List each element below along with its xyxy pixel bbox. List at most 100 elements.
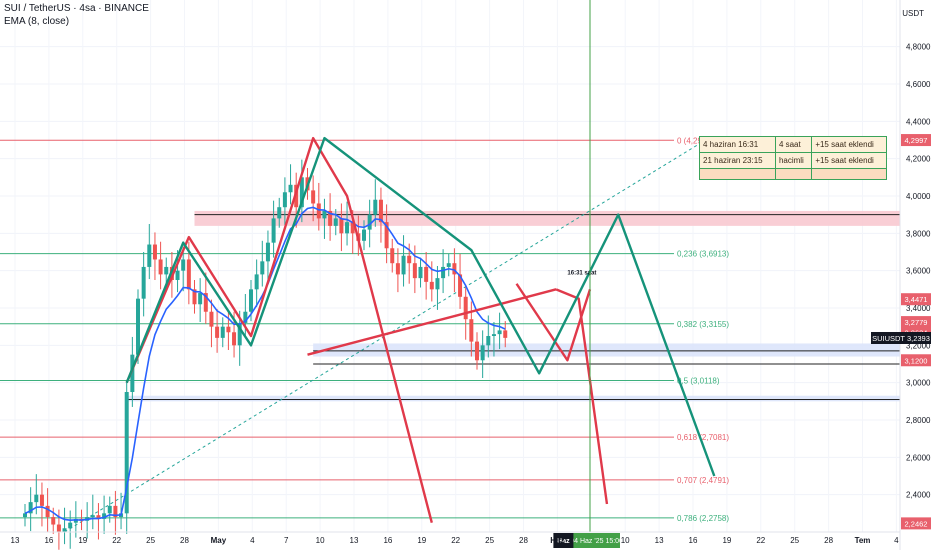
x-tick-label: 10 (316, 536, 325, 545)
price-label-badge (901, 293, 931, 306)
candle-body (102, 513, 107, 519)
last-price-label: SUIUSDT 3,2393 (872, 334, 930, 343)
candle-body (23, 513, 27, 518)
candle-body (339, 218, 344, 234)
candle-body (503, 330, 508, 338)
notes-table: 4 haziran 16:31 4 saat +15 saat eklendi 21 … (699, 136, 887, 180)
pattern-drawings: 16:31 saat (125, 136, 716, 523)
notes-empty-cell (774, 168, 813, 180)
fib-level-label: 0,5 (3,0118) (677, 376, 720, 385)
candle-body (62, 528, 67, 532)
x-tick-label: 4 (250, 536, 255, 545)
x-tick-label: 22 (756, 536, 765, 545)
price-label-badge (901, 517, 931, 530)
time-marker-label: 16:31 saat (567, 270, 596, 276)
candle-body (68, 522, 73, 529)
candle-body (220, 326, 225, 338)
fib-level-label: 0,618 (2,7081) (677, 433, 729, 442)
fib-level-label: 0,707 (2,4791) (677, 476, 729, 485)
y-tick-label: 3,0000 (906, 379, 931, 388)
candle-body (209, 311, 214, 327)
notes-cell-duration: hacimli (774, 152, 813, 169)
candle-body (34, 494, 39, 503)
candle-body (113, 505, 118, 518)
haz-badge (553, 533, 574, 548)
candle-body (265, 242, 270, 262)
price-label: 4,2997 (905, 136, 928, 145)
x-tick-label: 16 (689, 536, 698, 545)
x-tick-label: 4 (894, 536, 899, 545)
candle-body (345, 222, 350, 234)
candle-body (412, 263, 417, 279)
x-tick-label: 19 (417, 536, 426, 545)
x-tick-label: 13 (11, 536, 20, 545)
indicator-label[interactable]: EMA (8, close) (4, 16, 70, 27)
red-pattern-line (307, 288, 557, 356)
candle-body (164, 266, 169, 275)
y-tick-label: 3,6000 (906, 267, 931, 276)
candle-body (192, 289, 197, 305)
notes-empty-row (699, 168, 887, 180)
y-tick-label: 3,8000 (906, 229, 931, 238)
candle-body (486, 336, 491, 346)
haz-badge-label: Haz (557, 538, 570, 545)
candle-body (96, 515, 101, 519)
notes-cell-duration: 4 saat (774, 136, 813, 153)
price-zone (126, 395, 900, 402)
red-pattern-line (125, 136, 433, 523)
price-zones (126, 210, 900, 402)
candle-body (226, 326, 231, 333)
candle-body (441, 266, 446, 279)
candle-body (124, 392, 129, 514)
candle-body (463, 296, 468, 320)
candle-body (39, 494, 44, 506)
candle-body (429, 281, 434, 290)
candle-body (299, 177, 304, 208)
candle-body (407, 255, 412, 264)
x-tick-label: 22 (112, 536, 121, 545)
candle-body (401, 255, 406, 275)
candle-body (141, 266, 146, 299)
x-tick-label: May (211, 536, 227, 545)
y-tick-label: 4,0000 (906, 192, 931, 201)
time-axis: 13 16 19 22 25 28 May 4 7 10 13 16 19 22 25 28 Haz 10 13 16… (0, 531, 900, 545)
candle-body (243, 311, 248, 323)
price-label-badge (901, 134, 931, 147)
last-price-badge (871, 331, 931, 344)
candle-body (203, 293, 208, 312)
grid (0, 0, 900, 532)
notes-empty-cell (699, 168, 776, 180)
price-label: 3,1200 (905, 356, 928, 365)
candle-body (147, 244, 152, 267)
candle-body (311, 190, 316, 204)
price-label-badge (901, 316, 931, 329)
price-zone (194, 210, 900, 226)
price-zone (313, 343, 900, 357)
candle-body (271, 218, 276, 243)
y-tick-label: 2,6000 (906, 453, 931, 462)
candle-body (333, 218, 338, 226)
price-label: 3,4471 (905, 295, 928, 304)
candle-body (350, 222, 355, 234)
candle-body (28, 502, 33, 514)
fib-level-label: 0 (4,2986) (677, 136, 714, 145)
candle-body (452, 263, 457, 275)
candle-body (288, 184, 293, 193)
candle-body (497, 330, 502, 335)
candle-body (373, 199, 378, 215)
x-tick-label: Tem (855, 536, 871, 545)
y-tick-label: 3,4000 (906, 304, 931, 313)
y-tick-label: 4,8000 (906, 43, 931, 52)
candle-body (378, 199, 383, 223)
candle-body (328, 210, 333, 226)
candle-body (51, 517, 56, 525)
x-tick-label: Haz (550, 536, 564, 545)
x-tick-label: 19 (78, 536, 87, 545)
y-tick-label: 4,4000 (906, 117, 931, 126)
candle-body (90, 515, 95, 518)
x-tick-label: 13 (350, 536, 359, 545)
candle-body (152, 244, 157, 260)
red-pattern-line (515, 283, 592, 362)
